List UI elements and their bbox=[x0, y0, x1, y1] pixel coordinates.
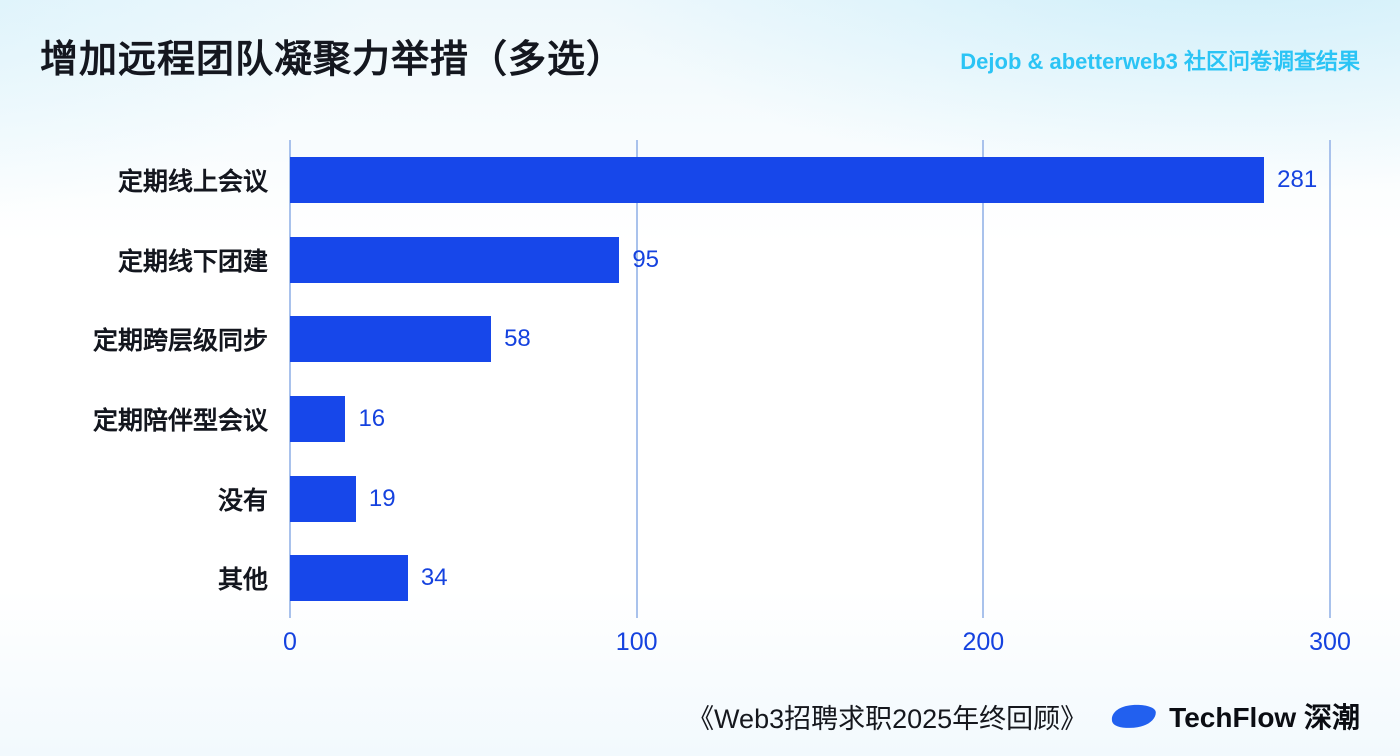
bar-track: 34 bbox=[290, 555, 1330, 602]
value-label: 58 bbox=[504, 325, 531, 353]
bar bbox=[290, 316, 492, 363]
x-tick-label: 100 bbox=[615, 628, 658, 656]
x-tick-label: 200 bbox=[962, 628, 1005, 656]
bar-track: 19 bbox=[290, 475, 1330, 522]
bar bbox=[290, 156, 1265, 203]
survey-source-label: Dejob & abetterweb3 社区问卷调查结果 bbox=[960, 49, 1360, 74]
x-axis: 0 100 200 300 bbox=[283, 628, 1351, 664]
bar-track: 281 bbox=[290, 156, 1330, 203]
category-label: 没有 bbox=[217, 486, 268, 515]
category-label: 定期陪伴型会议 bbox=[92, 406, 268, 435]
gridline bbox=[635, 140, 638, 618]
bar-track: 95 bbox=[290, 236, 1330, 283]
bar bbox=[290, 555, 408, 602]
brand-name: TechFlow 深潮 bbox=[1169, 702, 1360, 733]
bar-track: 16 bbox=[290, 395, 1330, 442]
category-label: 其他 bbox=[217, 566, 268, 595]
brand: TechFlow 深潮 bbox=[1109, 696, 1360, 736]
chart-row: 定期线下团建 95 bbox=[40, 220, 1330, 300]
chart-row: 定期跨层级同步 58 bbox=[40, 299, 1330, 379]
bar bbox=[290, 236, 620, 283]
value-label: 19 bbox=[368, 484, 396, 512]
gridline bbox=[1329, 140, 1331, 618]
value-label: 16 bbox=[358, 404, 386, 432]
x-tick-label: 300 bbox=[1309, 628, 1351, 656]
value-label: 281 bbox=[1277, 165, 1318, 193]
value-label: 95 bbox=[632, 245, 660, 273]
gridline bbox=[982, 140, 985, 618]
chart-row: 其他 34 bbox=[40, 538, 1330, 618]
value-label: 34 bbox=[420, 564, 448, 592]
category-label: 定期跨层级同步 bbox=[92, 327, 268, 356]
chart-gridlines bbox=[289, 140, 1331, 618]
category-label: 定期线下团建 bbox=[117, 247, 268, 276]
bar bbox=[290, 395, 346, 442]
report-title: 《Web3招聘求职2025年终回顾》 bbox=[687, 703, 1088, 734]
chart-row: 没有 19 bbox=[40, 459, 1330, 539]
footer: 《Web3招聘求职2025年终回顾》 TechFlow 深潮 bbox=[687, 696, 1360, 736]
techflow-logo-icon bbox=[1109, 703, 1159, 730]
bar-track: 58 bbox=[290, 316, 1330, 363]
x-tick-label: 0 bbox=[283, 628, 297, 656]
chart-row: 定期线上会议 281 bbox=[40, 140, 1330, 220]
bar bbox=[290, 475, 356, 522]
chart-row: 定期陪伴型会议 16 bbox=[40, 379, 1330, 459]
page-title: 增加远程团队凝聚力举措（多选） bbox=[40, 39, 626, 81]
category-label: 定期线上会议 bbox=[117, 167, 268, 196]
bar-chart: 定期线上会议 281 定期线下团建 95 定期跨层级同步 58 定期陪伴型会议 16 没有 19 其… bbox=[40, 140, 1330, 618]
gridline bbox=[289, 140, 291, 618]
